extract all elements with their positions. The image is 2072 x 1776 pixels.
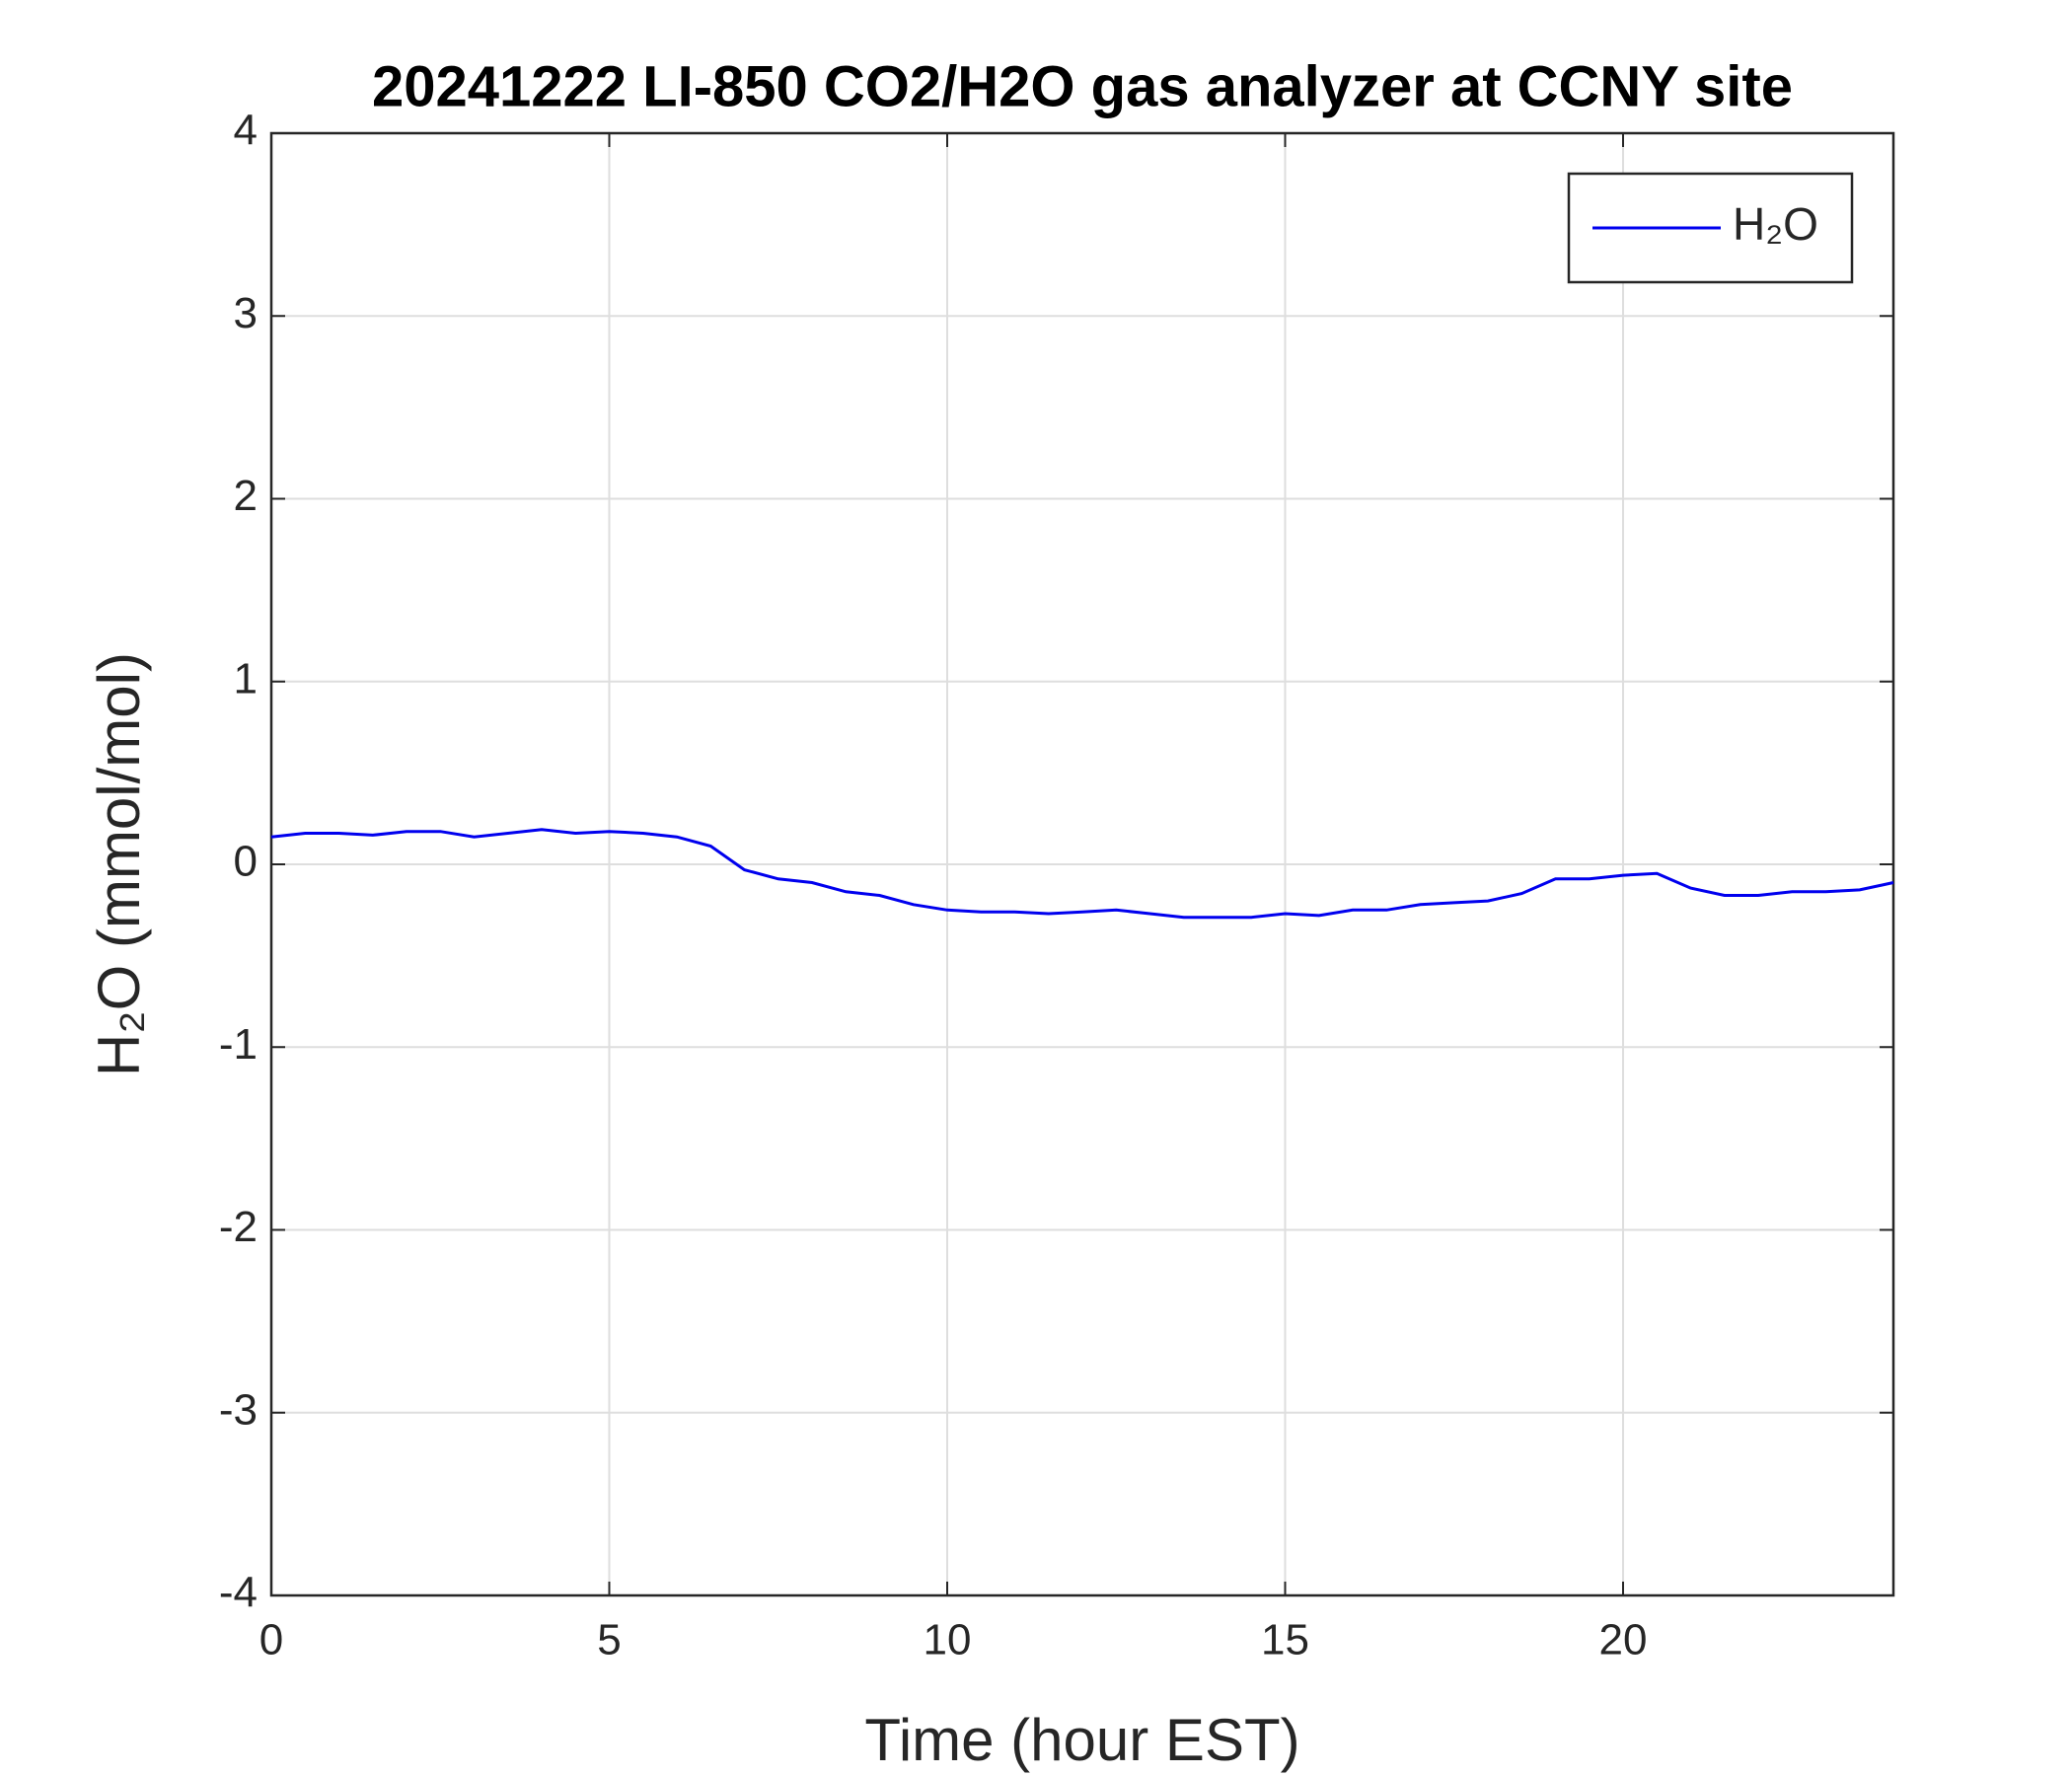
x-tick-label: 10 [924, 1616, 972, 1665]
y-tick-label: 2 [234, 472, 258, 520]
plot-frame [269, 131, 1895, 1597]
x-tick-label: 15 [1261, 1616, 1309, 1665]
y-tick-label: -2 [219, 1203, 258, 1251]
y-tick-label: 1 [234, 654, 258, 703]
x-tick-label: 5 [597, 1616, 621, 1665]
y-tick-label: -3 [219, 1385, 258, 1434]
y-tick-label: 3 [234, 289, 258, 337]
x-tick-label: 20 [1599, 1616, 1648, 1665]
legend-label: H₂O [1733, 198, 1818, 250]
x-tick-label: 0 [259, 1616, 283, 1665]
data-line [270, 828, 1894, 920]
y-axis-label: H₂O (mmol/mol) [86, 652, 152, 1076]
y-tick-label: -4 [219, 1569, 258, 1617]
y-tick-label: 4 [234, 107, 258, 155]
y-tick-label: -1 [219, 1020, 258, 1069]
y-tick-label: 0 [234, 838, 258, 886]
chart-title: 20241222 LI-850 CO2/H2O gas analyzer at … [372, 54, 1793, 118]
x-axis-label: Time (hour EST) [864, 1707, 1299, 1773]
